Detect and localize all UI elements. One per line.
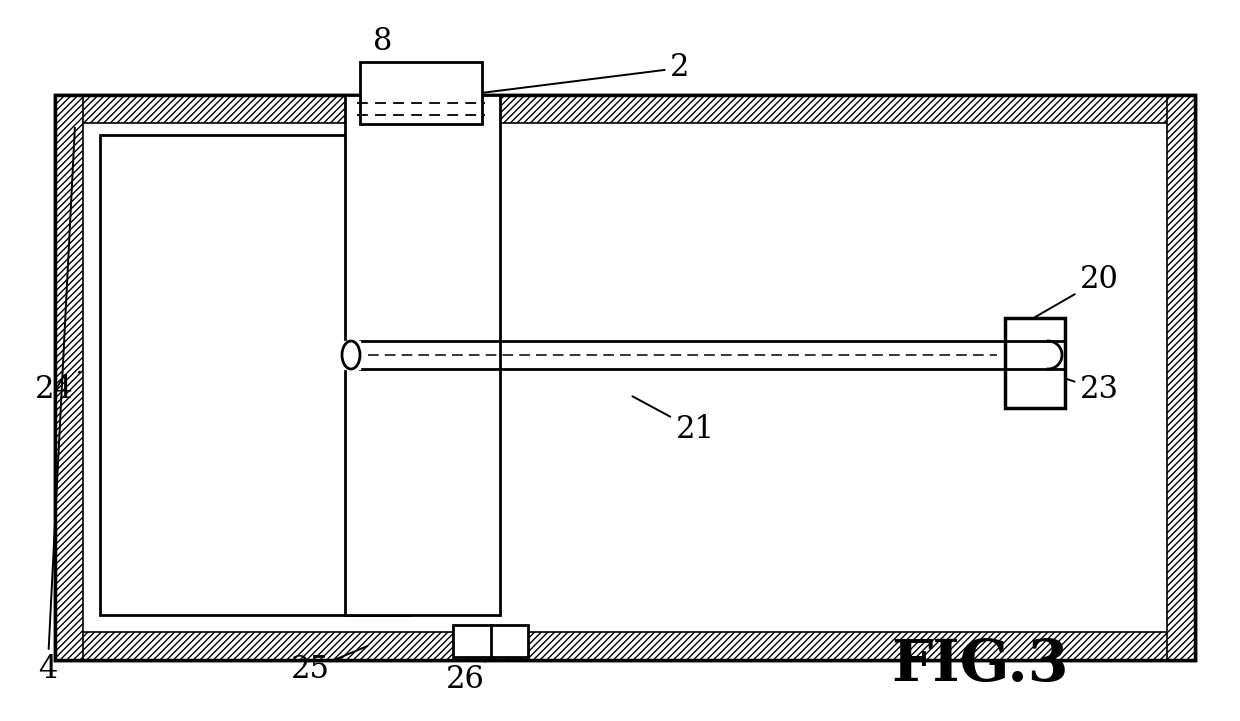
Bar: [345, 95, 500, 615]
Text: 8: 8: [370, 27, 393, 66]
Bar: [360, 62, 482, 124]
Bar: [55, 95, 83, 660]
Bar: [1167, 95, 1195, 660]
Text: 24: 24: [35, 371, 79, 405]
Ellipse shape: [342, 341, 360, 369]
Bar: [55, 95, 1195, 660]
Text: 4: 4: [38, 128, 74, 686]
Text: 21: 21: [632, 397, 714, 446]
Text: 23: 23: [1043, 371, 1118, 405]
Text: 20: 20: [1033, 265, 1118, 319]
Bar: [453, 625, 528, 657]
Bar: [1004, 318, 1065, 408]
Bar: [55, 95, 1195, 660]
Text: 22: 22: [423, 461, 480, 505]
Bar: [100, 135, 410, 615]
Text: 9: 9: [403, 180, 490, 219]
Text: 2: 2: [428, 53, 689, 99]
Text: FIG.3: FIG.3: [892, 637, 1069, 693]
Text: 26: 26: [445, 660, 487, 696]
Bar: [55, 632, 1195, 660]
Bar: [55, 95, 1195, 123]
Text: 25: 25: [290, 646, 367, 686]
